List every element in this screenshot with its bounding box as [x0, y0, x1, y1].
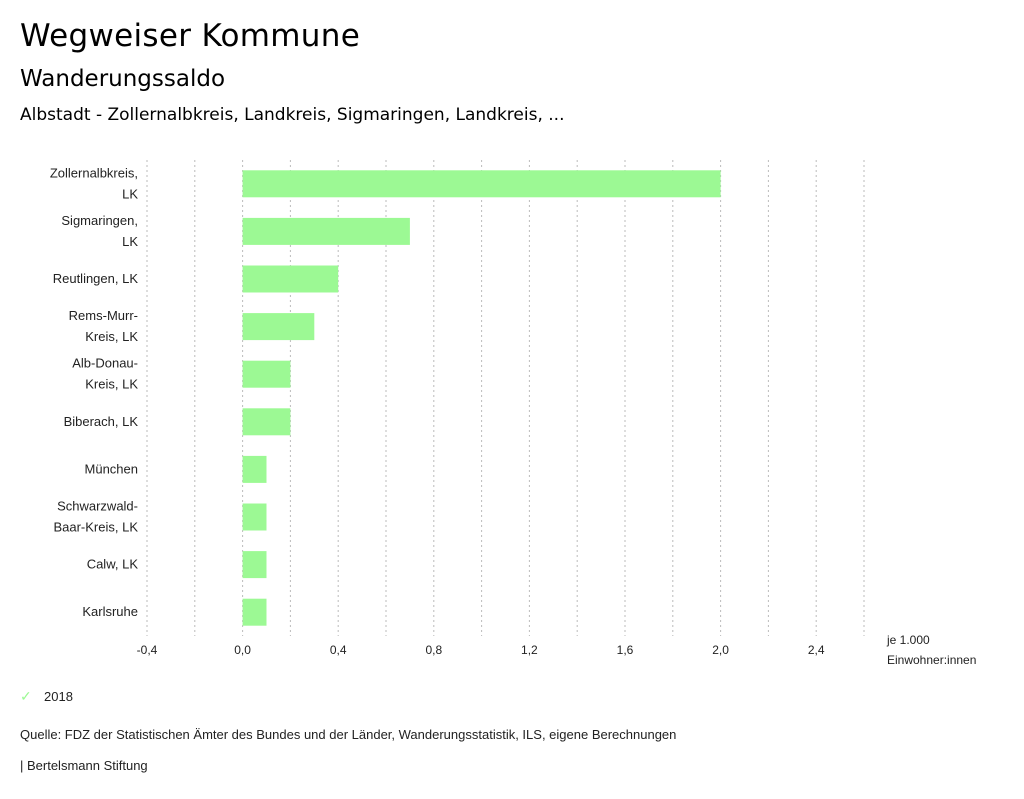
bar[interactable] [242, 455, 267, 483]
x-axis-unit: je 1.000 Einwohner:innen [887, 630, 976, 670]
page-title: Wegweiser Kommune [20, 18, 361, 54]
legend-label: 2018 [44, 689, 73, 704]
category-label: Karlsruhe [82, 604, 138, 619]
bar[interactable] [242, 265, 339, 293]
bar[interactable] [242, 551, 267, 579]
x-tick-label: 0,4 [330, 643, 347, 657]
category-label: Baar-Kreis, LK [53, 520, 138, 535]
x-tick-label: 0,0 [234, 643, 251, 657]
bar[interactable] [242, 170, 721, 198]
category-label: Kreis, LK [85, 329, 138, 344]
bar-chart: Zollernalbkreis, LK Sigmaringen, LK Reutling… [50, 160, 865, 657]
bar[interactable] [242, 360, 291, 388]
category-label: Biberach, LK [64, 414, 139, 429]
category-label: München [85, 461, 138, 476]
category-label: LK [122, 186, 138, 201]
category-label: Schwarzwald- [57, 499, 138, 514]
category-label: Reutlingen, LK [53, 271, 139, 286]
bar[interactable] [242, 408, 291, 436]
category-label: Zollernalbkreis, [50, 165, 138, 180]
category-label: Alb-Donau- [72, 356, 138, 371]
x-tick-label: -0,4 [137, 643, 158, 657]
bar[interactable] [242, 598, 267, 626]
check-icon: ✓ [20, 688, 32, 704]
source-note: Quelle: FDZ der Statistischen Ämter des … [20, 727, 677, 742]
category-labels: Zollernalbkreis, LK Sigmaringen, LK Reutling… [50, 165, 138, 619]
category-label: Calw, LK [87, 557, 139, 572]
bar[interactable] [242, 313, 315, 341]
category-label: Kreis, LK [85, 377, 138, 392]
category-label: LK [122, 234, 138, 249]
bar[interactable] [242, 217, 410, 245]
category-label: Rems-Murr- [69, 308, 138, 323]
x-axis-unit-line1: je 1.000 [887, 633, 930, 647]
x-tick-label: 2,0 [712, 643, 729, 657]
x-axis-unit-line2: Einwohner:innen [887, 653, 977, 667]
bar[interactable] [242, 503, 267, 531]
region-selection[interactable]: Albstadt - Zollernalbkreis, Landkreis, S… [20, 105, 565, 125]
x-tick-label: 1,2 [521, 643, 538, 657]
x-tick-label: 0,8 [425, 643, 442, 657]
x-tick-label: 2,4 [808, 643, 825, 657]
brand-note: | Bertelsmann Stiftung [20, 758, 148, 773]
x-tick-label: 1,6 [617, 643, 634, 657]
x-tick-labels: -0,4 0,0 0,4 0,8 1,2 1,6 2,0 2,4 [137, 643, 825, 657]
bars [242, 170, 721, 626]
chart-subtitle: Wanderungssaldo [20, 66, 226, 92]
legend-item-2018[interactable]: ✓ 2018 [20, 688, 73, 705]
category-label: Sigmaringen, [61, 213, 138, 228]
